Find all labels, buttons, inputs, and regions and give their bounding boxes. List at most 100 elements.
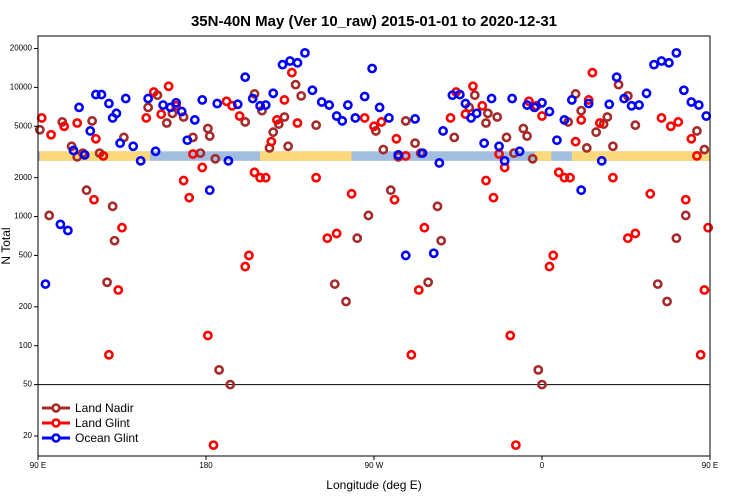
- point-land-glint: [544, 261, 555, 272]
- point-ocean-glint: [268, 88, 279, 99]
- point-land-nadir: [522, 131, 532, 141]
- point-land-nadir: [449, 132, 460, 143]
- point-land-nadir: [87, 116, 98, 126]
- point-land-glint: [583, 95, 594, 105]
- point-ocean-glint: [223, 155, 234, 166]
- point-ocean-glint: [79, 150, 90, 160]
- point-land-glint: [587, 67, 598, 78]
- point-land-glint: [197, 162, 208, 173]
- point-ocean-glint: [324, 100, 335, 110]
- point-land-nadir: [352, 233, 363, 244]
- point-ocean-glint: [641, 88, 652, 99]
- point-ocean-glint: [701, 111, 712, 121]
- point-land-glint: [559, 172, 570, 183]
- point-ocean-glint: [559, 115, 570, 125]
- point-land-nadir: [591, 127, 602, 138]
- point-land-nadir: [279, 112, 290, 122]
- point-ocean-glint: [135, 155, 146, 166]
- point-land-glint: [468, 81, 478, 92]
- point-land-nadir: [602, 112, 613, 122]
- point-land-nadir: [214, 364, 224, 375]
- point-ocean-glint: [68, 145, 79, 156]
- point-land-nadir: [533, 364, 544, 375]
- point-ocean-glint: [507, 93, 518, 104]
- point-ocean-glint: [197, 95, 208, 105]
- point-land-glint: [477, 100, 488, 111]
- y-tick-label: 1000: [14, 212, 32, 221]
- band-land: [260, 151, 352, 161]
- point-ocean-glint: [479, 138, 490, 149]
- point-ocean-glint: [529, 102, 540, 113]
- legend-label-ocean-glint: Ocean Glint: [75, 431, 139, 445]
- point-land-glint: [481, 175, 491, 186]
- point-land-glint: [505, 330, 516, 341]
- point-ocean-glint: [74, 102, 84, 113]
- point-land-glint: [36, 113, 47, 123]
- point-ocean-glint: [182, 135, 193, 146]
- point-land-nadir: [630, 120, 641, 131]
- legend-label-land-glint: Land Glint: [75, 416, 130, 430]
- point-land-nadir: [492, 112, 503, 122]
- point-ocean-glint: [150, 146, 161, 157]
- point-land-nadir: [432, 201, 443, 212]
- point-ocean-glint: [434, 158, 445, 168]
- point-land-nadir: [652, 279, 663, 289]
- point-ocean-glint: [55, 219, 66, 230]
- point-land-nadir: [161, 118, 172, 128]
- point-land-glint: [656, 113, 667, 123]
- point-land-glint: [445, 113, 456, 123]
- y-tick-label: 5000: [14, 121, 32, 130]
- point-land-glint: [645, 188, 656, 199]
- point-ocean-glint: [331, 111, 342, 121]
- point-ocean-glint: [611, 72, 622, 83]
- point-ocean-glint: [596, 155, 607, 166]
- point-ocean-glint: [678, 85, 689, 96]
- point-land-nadir: [608, 141, 618, 152]
- point-land-glint: [89, 194, 99, 205]
- plot-frame: [37, 35, 711, 457]
- point-ocean-glint: [438, 126, 448, 136]
- point-land-nadir: [581, 143, 592, 153]
- point-ocean-glint: [552, 135, 562, 146]
- point-ocean-glint: [494, 141, 504, 152]
- point-ocean-glint: [374, 102, 385, 113]
- point-land-glint: [113, 285, 124, 295]
- point-ocean-glint: [176, 106, 187, 117]
- point-land-nadir: [501, 132, 512, 143]
- point-land-glint: [553, 167, 564, 178]
- point-land-nadir: [537, 379, 547, 390]
- point-ocean-glint: [285, 56, 295, 66]
- point-land-nadir: [692, 126, 702, 136]
- point-ocean-glint: [626, 100, 637, 111]
- point-ocean-glint: [410, 114, 420, 124]
- point-land-glint: [389, 194, 400, 205]
- x-axis: 90 E 180 90 W 0 90 E: [30, 456, 718, 470]
- point-ocean-glint: [671, 47, 682, 58]
- point-ocean-glint: [583, 98, 594, 109]
- point-ocean-glint: [471, 108, 482, 119]
- point-land-glint: [72, 118, 83, 128]
- point-land-glint: [322, 233, 333, 244]
- point-ocean-glint: [417, 148, 428, 158]
- point-ocean-glint: [316, 97, 327, 107]
- band-land: [39, 151, 150, 161]
- point-ocean-glint: [649, 59, 659, 70]
- point-land-nadir: [410, 138, 420, 149]
- point-land-nadir: [311, 120, 322, 131]
- point-ocean-glint: [260, 100, 271, 110]
- point-land-glint: [184, 192, 195, 203]
- point-ocean-glint: [204, 185, 215, 196]
- point-land-nadir: [385, 185, 396, 196]
- point-ocean-glint: [486, 93, 497, 104]
- y-axis: 20 50 100 200 500 1000 2000 5000 10000 20000: [10, 44, 38, 440]
- point-land-nadir: [249, 89, 260, 99]
- point-land-glint: [576, 115, 587, 125]
- x-tick-label: 90 W: [365, 461, 384, 470]
- y-tick-label: 20: [23, 431, 32, 440]
- point-land-nadir: [283, 141, 294, 152]
- point-land-nadir: [481, 118, 491, 128]
- point-land-nadir: [225, 379, 236, 390]
- point-land-glint: [148, 87, 159, 97]
- point-land-glint: [98, 150, 109, 161]
- point-land-glint: [311, 172, 322, 183]
